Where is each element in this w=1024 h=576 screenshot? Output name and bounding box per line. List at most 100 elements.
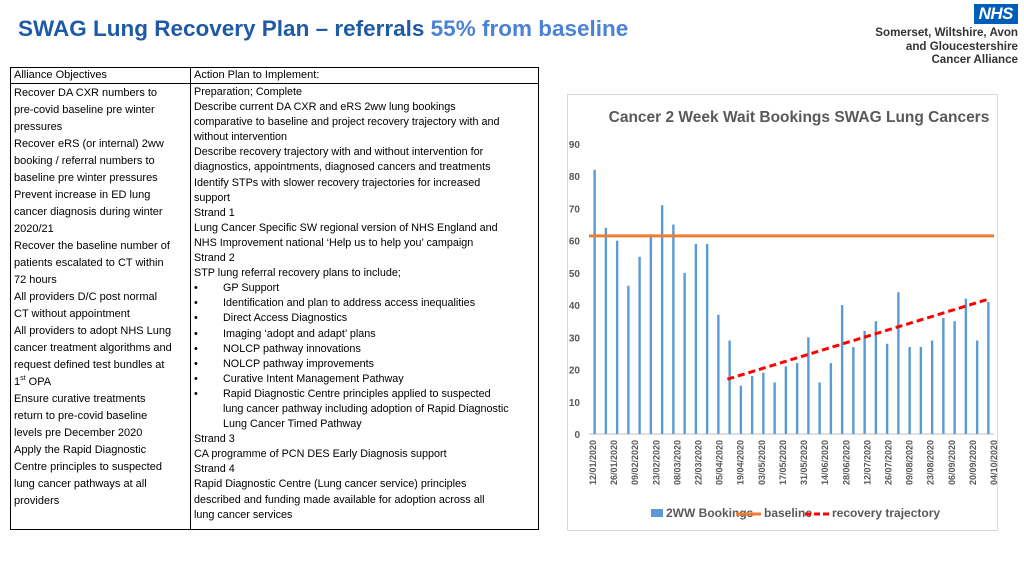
objective-line: cancer diagnosis during winter bbox=[14, 206, 163, 218]
objective-line: request defined test bundles at bbox=[14, 359, 165, 371]
bullet-item: • NOLCP pathway improvements bbox=[194, 357, 538, 372]
recovery-trajectory-line bbox=[726, 297, 991, 381]
bar bbox=[683, 272, 686, 434]
bar bbox=[762, 372, 765, 434]
x-tick-label: 12/01/2020 bbox=[588, 440, 598, 485]
y-tick-label: 20 bbox=[569, 366, 581, 377]
x-tick-label: 14/06/2020 bbox=[820, 440, 830, 485]
legend-label: 2WW Bookings bbox=[666, 506, 754, 520]
bullet-icon: • bbox=[194, 327, 198, 340]
action-line: Strand 4 bbox=[194, 463, 235, 476]
objective-line: Recover the baseline number of bbox=[14, 240, 170, 252]
bullet-icon: • bbox=[194, 312, 198, 325]
bar bbox=[863, 330, 866, 434]
logo-line: Cancer Alliance bbox=[931, 53, 1018, 66]
action-line: described and funding made available for… bbox=[194, 493, 485, 506]
bar bbox=[987, 301, 990, 434]
y-tick-label: 90 bbox=[569, 140, 581, 151]
bullet-icon: • bbox=[194, 282, 198, 295]
y-tick-label: 50 bbox=[569, 269, 581, 280]
objective-line: All providers to adopt NHS Lung bbox=[14, 325, 172, 337]
y-tick-label: 30 bbox=[569, 333, 581, 344]
objective-line: levels pre December 2020 bbox=[14, 427, 143, 439]
bar bbox=[638, 256, 641, 434]
bullet-text: Curative Intent Management Pathway bbox=[223, 372, 404, 385]
action-line: support bbox=[194, 191, 231, 204]
bar bbox=[942, 318, 945, 434]
bar bbox=[795, 363, 799, 434]
title-highlight: 55% from baseline bbox=[430, 16, 629, 41]
bookings-chart: Cancer 2 Week Wait Bookings SWAG Lung Ca… bbox=[567, 94, 999, 531]
action-line: Strand 1 bbox=[194, 206, 235, 219]
logo-line: and Gloucestershire bbox=[905, 39, 1018, 53]
bullet-item: • Identification and plan to address acce… bbox=[194, 296, 538, 311]
bullet-icon: • bbox=[194, 357, 198, 370]
bar bbox=[964, 298, 968, 434]
bullet-icon: • bbox=[194, 372, 198, 385]
action-line: without intervention bbox=[194, 131, 288, 144]
bar bbox=[593, 169, 596, 434]
bar bbox=[672, 224, 675, 434]
bullet-text: Identification and plan to address acces… bbox=[223, 297, 476, 310]
objective-line: Centre principles to suspected bbox=[14, 461, 162, 473]
action-line: STP lung referral recovery plans to incl… bbox=[194, 267, 401, 280]
x-tick-label: 26/01/2020 bbox=[609, 440, 619, 485]
opa-text: OPA bbox=[25, 376, 52, 388]
objective-line: Apply the Rapid Diagnostic bbox=[14, 444, 147, 456]
table-body: Recover DA CXR numbers to pre-covid base… bbox=[11, 84, 538, 529]
bar bbox=[773, 382, 776, 434]
objective-line: return to pre-covid baseline bbox=[14, 410, 148, 422]
x-tick-label: 19/04/2020 bbox=[736, 440, 746, 485]
objective-line: 72 hours bbox=[14, 274, 57, 286]
y-tick-label: 10 bbox=[569, 398, 581, 409]
bar bbox=[885, 343, 889, 434]
bullet-item: • Imaging ‘adopt and adapt’ plans bbox=[194, 327, 538, 342]
x-tick-label: 09/08/2020 bbox=[905, 440, 915, 485]
x-tick-label: 06/09/2020 bbox=[947, 440, 957, 485]
action-line: Describe recovery trajectory with and wi… bbox=[194, 146, 484, 159]
action-line: Identify STPs with slower recovery traje… bbox=[194, 176, 481, 189]
objective-line: booking / referral numbers to bbox=[14, 155, 155, 167]
objective-line-opa: 1st OPA bbox=[14, 374, 190, 391]
legend-label: baseline bbox=[764, 506, 812, 520]
x-tick-label: 04/10/2020 bbox=[989, 440, 999, 485]
bar bbox=[852, 347, 855, 434]
bar bbox=[919, 347, 923, 434]
action-plan-cell: Preparation; Complete Describe current D… bbox=[191, 84, 538, 529]
page-title: SWAG Lung Recovery Plan – referrals 55% … bbox=[18, 16, 628, 42]
cancer-alliance-logo: NHS Somerset, Wiltshire, Avon and Glouce… bbox=[852, 4, 1022, 66]
objective-line: patients escalated to CT within bbox=[14, 257, 164, 269]
bullet-text: NOLCP pathway improvements bbox=[223, 357, 375, 370]
title-main: SWAG Lung Recovery Plan – referrals bbox=[18, 16, 425, 41]
bullet-icon: • bbox=[194, 297, 198, 310]
legend-bar-swatch bbox=[651, 509, 663, 517]
bar bbox=[874, 321, 878, 434]
action-line: CA programme of PCN DES Early Diagnosis … bbox=[194, 448, 447, 461]
chart-title: Cancer 2 Week Wait Bookings SWAG Lung Ca… bbox=[609, 109, 990, 126]
objective-line: baseline pre winter pressures bbox=[14, 172, 158, 184]
action-line: comparative to baseline and project reco… bbox=[194, 116, 500, 129]
logo-line: Somerset, Wiltshire, Avon bbox=[875, 26, 1018, 39]
bar bbox=[829, 363, 833, 434]
action-line: NHS Improvement national ‘Help us to hel… bbox=[194, 236, 474, 249]
bullet-text: GP Support bbox=[223, 282, 280, 295]
bar bbox=[649, 234, 653, 434]
x-tick-label: 05/04/2020 bbox=[715, 440, 725, 485]
x-tick-label: 09/02/2020 bbox=[630, 440, 640, 485]
y-tick-label: 80 bbox=[569, 172, 581, 183]
opa-number: 1 bbox=[14, 376, 21, 388]
action-line: diagnostics, appointments, diagnosed can… bbox=[194, 161, 491, 174]
bar bbox=[930, 340, 934, 434]
objective-line: providers bbox=[14, 495, 60, 507]
action-line: Rapid Diagnostic Centre (Lung cancer ser… bbox=[194, 478, 467, 491]
bar bbox=[975, 340, 979, 434]
objective-line: lung cancer pathways at all bbox=[14, 478, 147, 490]
x-tick-label: 28/06/2020 bbox=[841, 440, 851, 485]
objective-line: cancer treatment algorithms and bbox=[14, 342, 172, 354]
x-tick-label: 23/08/2020 bbox=[926, 440, 936, 485]
objective-line: CT without appointment bbox=[14, 308, 130, 320]
x-tick-label: 08/03/2020 bbox=[672, 440, 682, 485]
legend-label: recovery trajectory bbox=[832, 506, 940, 520]
bullet-item: • NOLCP pathway innovations bbox=[194, 342, 538, 357]
bullet-item: • Rapid Diagnostic Centre principles appl… bbox=[194, 387, 538, 402]
